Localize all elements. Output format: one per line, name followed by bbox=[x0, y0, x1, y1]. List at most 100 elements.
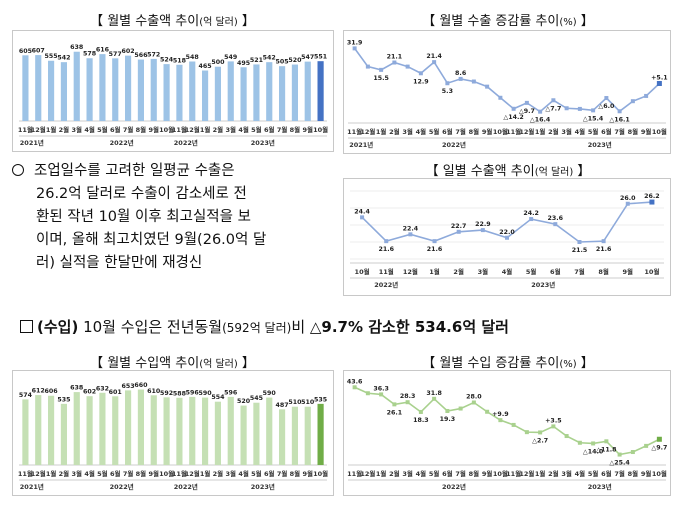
data-point bbox=[458, 406, 463, 411]
series-line bbox=[354, 386, 660, 456]
data-point bbox=[432, 239, 437, 244]
data-value-label: 26.1 bbox=[387, 409, 403, 416]
bar bbox=[279, 66, 286, 121]
export-growth-chart: 31.9 15.5 21.1 12.9 21.4 5.3 8.6 △14.2△9.7 △16.4… bbox=[347, 39, 668, 149]
x-tick-label: 12월 bbox=[31, 469, 46, 478]
data-point bbox=[601, 239, 606, 244]
data-point bbox=[418, 409, 423, 414]
x-tick-label: 10월 bbox=[159, 469, 174, 478]
bar bbox=[112, 396, 119, 465]
x-tick-label: 3월 bbox=[71, 469, 82, 478]
data-point bbox=[644, 93, 649, 98]
data-value-label: 19.3 bbox=[440, 416, 456, 423]
bar bbox=[48, 60, 55, 121]
x-tick-label: 1월 bbox=[46, 125, 57, 134]
bar-value-label: 653 bbox=[122, 383, 135, 390]
x-tick-label: 4월 bbox=[238, 469, 249, 478]
x-tick-label: 1월 bbox=[535, 469, 546, 478]
x-tick-label: 9월 bbox=[623, 267, 634, 276]
data-point bbox=[505, 235, 509, 240]
bullet-line-4: 이며, 올해 최고치였던 9월(26.0억 달 bbox=[36, 232, 267, 248]
bar bbox=[150, 395, 157, 465]
x-tick-label: 3월 bbox=[225, 469, 236, 478]
bar bbox=[22, 399, 29, 465]
x-tick-label: 11월 bbox=[18, 469, 33, 478]
bar-value-label: 590 bbox=[199, 390, 213, 397]
bar bbox=[60, 62, 67, 121]
x-tick-label: 4월 bbox=[238, 125, 249, 134]
x-tick-label: 5월 bbox=[588, 469, 599, 478]
data-value-label: 22.0 bbox=[499, 229, 515, 236]
x-tick-label: 7월 bbox=[455, 127, 466, 136]
x-tick-label: 2월 bbox=[213, 469, 224, 478]
bar bbox=[112, 58, 119, 121]
x-tick-label: 5월 bbox=[251, 125, 262, 134]
bar bbox=[137, 389, 144, 465]
data-point bbox=[604, 439, 609, 444]
bar-value-label: 548 bbox=[186, 54, 199, 61]
year-label: 2022년 bbox=[174, 138, 198, 147]
data-value-label: 21.6 bbox=[427, 246, 443, 253]
year-label: 2023년 bbox=[588, 482, 612, 491]
bar bbox=[99, 54, 106, 121]
bar bbox=[291, 406, 298, 465]
x-tick-label: 1월 bbox=[46, 469, 57, 478]
data-value-label: 21.1 bbox=[387, 54, 403, 61]
x-tick-label: 2월 bbox=[453, 267, 464, 276]
bar bbox=[163, 64, 170, 121]
data-point bbox=[485, 84, 490, 89]
x-tick-label: 8월 bbox=[469, 469, 480, 478]
x-tick-label: 6월 bbox=[110, 469, 121, 478]
x-tick-label: 2월 bbox=[59, 125, 70, 134]
data-point bbox=[577, 106, 582, 111]
x-tick-label: 10월 bbox=[652, 469, 667, 478]
data-point bbox=[551, 424, 556, 429]
data-value-label: △6.0 bbox=[598, 103, 615, 110]
x-tick-label: 6월 bbox=[442, 127, 453, 136]
bar-value-label: 601 bbox=[109, 389, 122, 396]
data-point bbox=[471, 400, 476, 405]
bullet-line-3: 환된 작년 10월 이후 최고실적을 보 bbox=[36, 209, 251, 225]
export-growth-title: 【 월별 수출 증감률 추이(%) 】 bbox=[422, 14, 594, 29]
x-tick-label: 9월 bbox=[641, 469, 652, 478]
year-label: 2022년 bbox=[174, 482, 198, 491]
checkbox-square-icon bbox=[20, 320, 33, 333]
data-point bbox=[471, 79, 476, 84]
data-point bbox=[649, 199, 655, 205]
bar-value-label: 465 bbox=[199, 63, 212, 70]
data-point bbox=[644, 443, 649, 448]
x-tick-label: 3월 bbox=[71, 125, 82, 134]
x-tick-label: 9월 bbox=[482, 127, 493, 136]
bar-value-label: 500 bbox=[211, 59, 225, 66]
year-label: 2022년 bbox=[442, 482, 466, 491]
export-daily-title: 【 일별 수출액 추이(억 달러) 】 bbox=[425, 164, 591, 179]
bar-value-label: 638 bbox=[70, 385, 83, 392]
bar bbox=[304, 61, 311, 121]
x-tick-label: 2월 bbox=[389, 469, 400, 478]
bar bbox=[304, 406, 311, 465]
bar-value-label: 577 bbox=[109, 51, 122, 58]
bar-value-label: 510 bbox=[301, 399, 315, 406]
data-point bbox=[538, 430, 543, 435]
x-tick-label: 12월 bbox=[360, 469, 375, 478]
bar bbox=[125, 390, 132, 465]
x-tick-label: 12월 bbox=[403, 267, 418, 276]
x-tick-label: 6월 bbox=[550, 267, 561, 276]
x-tick-label: 7월 bbox=[277, 469, 288, 478]
export-growth-panel: 【 월별 수출 증감률 추이(%) 】 31.9 15.5 21.1 12.9 21.4… bbox=[343, 4, 673, 154]
data-point bbox=[564, 106, 569, 111]
data-point bbox=[458, 76, 463, 81]
bullet-circle-icon bbox=[12, 164, 24, 176]
data-value-label: +5.1 bbox=[651, 74, 667, 81]
data-point bbox=[591, 441, 596, 446]
x-tick-label: 12월 bbox=[185, 125, 200, 134]
data-point bbox=[365, 64, 370, 69]
bar-value-label: 549 bbox=[224, 54, 237, 61]
data-value-label: 5.3 bbox=[442, 88, 453, 95]
x-tick-label: 5월 bbox=[526, 267, 537, 276]
data-value-label: 26.0 bbox=[620, 195, 636, 202]
bar bbox=[137, 59, 144, 121]
x-tick-label: 5월 bbox=[97, 125, 108, 134]
import-amount-panel: 【 월별 수입액 추이(억 달러) 】 574 612 606 535 638 602 63… bbox=[10, 346, 335, 498]
